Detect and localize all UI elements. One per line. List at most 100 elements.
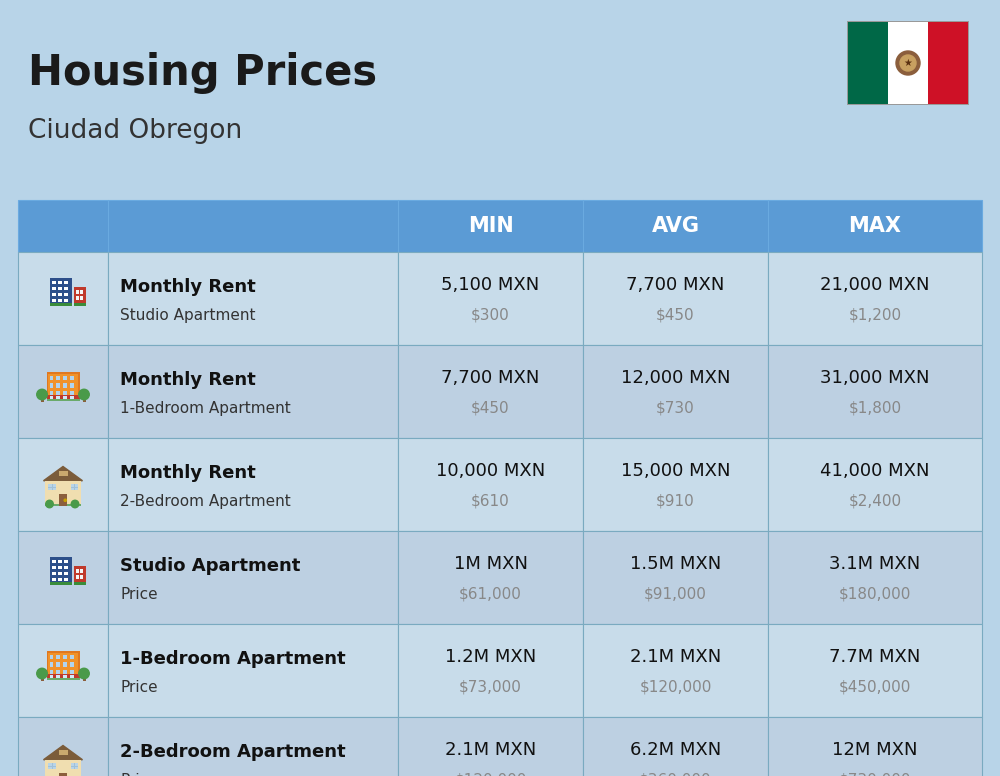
Text: 12M MXN: 12M MXN: [832, 742, 918, 760]
Circle shape: [37, 390, 47, 400]
Bar: [70, 763, 78, 769]
Text: 1.2M MXN: 1.2M MXN: [445, 649, 536, 667]
Bar: [80, 575, 83, 579]
Polygon shape: [44, 746, 82, 760]
Bar: [64, 566, 68, 570]
Bar: [40, 677, 44, 681]
Text: $730,000: $730,000: [839, 773, 911, 776]
Bar: [46, 372, 80, 400]
Text: 1-Bedroom Apartment: 1-Bedroom Apartment: [120, 400, 291, 416]
Text: $730: $730: [656, 400, 695, 416]
Bar: [52, 293, 56, 296]
Bar: [46, 678, 80, 680]
Bar: [58, 750, 68, 754]
Bar: [18, 717, 108, 776]
Bar: [52, 299, 56, 302]
Text: $450,000: $450,000: [839, 680, 911, 695]
Text: Studio Apartment: Studio Apartment: [120, 557, 300, 575]
Bar: [64, 571, 68, 575]
Text: $300: $300: [471, 308, 510, 323]
Bar: [48, 483, 56, 490]
Bar: [46, 651, 80, 680]
Bar: [45, 504, 81, 506]
Text: $73,000: $73,000: [459, 680, 522, 695]
Bar: [58, 286, 62, 290]
Bar: [398, 717, 583, 776]
Bar: [50, 391, 53, 395]
Bar: [108, 438, 398, 531]
Text: MIN: MIN: [468, 216, 513, 236]
Circle shape: [896, 51, 920, 75]
Bar: [583, 345, 768, 438]
Bar: [52, 286, 56, 290]
Bar: [583, 717, 768, 776]
Text: ★: ★: [904, 58, 912, 68]
Bar: [50, 383, 53, 388]
Bar: [76, 290, 79, 294]
Bar: [583, 438, 768, 531]
Bar: [48, 373, 78, 397]
Text: MAX: MAX: [848, 216, 902, 236]
Bar: [398, 438, 583, 531]
Bar: [56, 376, 60, 380]
Text: 1M MXN: 1M MXN: [454, 556, 528, 573]
Bar: [50, 556, 72, 585]
Text: Price: Price: [120, 680, 158, 695]
Text: 2.1M MXN: 2.1M MXN: [445, 742, 536, 760]
Bar: [70, 670, 74, 674]
Bar: [59, 773, 67, 776]
Bar: [108, 531, 398, 624]
Bar: [398, 531, 583, 624]
Bar: [52, 571, 56, 575]
Bar: [48, 763, 56, 769]
Bar: [64, 280, 68, 284]
Bar: [80, 570, 83, 573]
Circle shape: [71, 501, 79, 508]
Bar: [18, 200, 108, 252]
Text: 2-Bedroom Apartment: 2-Bedroom Apartment: [120, 743, 346, 761]
Text: 31,000 MXN: 31,000 MXN: [820, 369, 930, 387]
Bar: [70, 655, 74, 660]
Text: 10,000 MXN: 10,000 MXN: [436, 462, 545, 480]
Bar: [64, 293, 68, 296]
Text: 21,000 MXN: 21,000 MXN: [820, 276, 930, 294]
Bar: [928, 22, 968, 104]
Bar: [18, 252, 108, 345]
Bar: [18, 438, 108, 531]
Bar: [64, 286, 68, 290]
Bar: [45, 481, 81, 506]
Bar: [56, 383, 60, 388]
Bar: [64, 559, 68, 563]
Bar: [50, 376, 53, 380]
Text: Monthly Rent: Monthly Rent: [120, 464, 256, 483]
Bar: [58, 293, 62, 296]
Bar: [74, 287, 86, 306]
Bar: [46, 394, 80, 400]
Text: 1.5M MXN: 1.5M MXN: [630, 556, 721, 573]
Polygon shape: [57, 747, 69, 751]
Bar: [64, 299, 68, 302]
Text: 7,700 MXN: 7,700 MXN: [626, 276, 725, 294]
Bar: [70, 662, 74, 667]
Text: $2,400: $2,400: [848, 494, 902, 509]
Text: Price: Price: [120, 587, 158, 601]
Text: 6.2M MXN: 6.2M MXN: [630, 742, 721, 760]
Bar: [74, 582, 86, 585]
Text: $180,000: $180,000: [839, 587, 911, 601]
Text: $61,000: $61,000: [459, 587, 522, 601]
Bar: [76, 296, 79, 300]
Bar: [52, 566, 56, 570]
Circle shape: [79, 390, 89, 400]
Bar: [108, 252, 398, 345]
Bar: [58, 577, 62, 581]
Bar: [48, 653, 78, 677]
Bar: [76, 575, 79, 579]
Bar: [74, 303, 86, 306]
Circle shape: [900, 55, 916, 71]
Bar: [45, 760, 81, 776]
Bar: [70, 383, 74, 388]
Bar: [583, 531, 768, 624]
Bar: [768, 200, 982, 252]
Bar: [63, 383, 67, 388]
Text: $120,000: $120,000: [454, 773, 527, 776]
